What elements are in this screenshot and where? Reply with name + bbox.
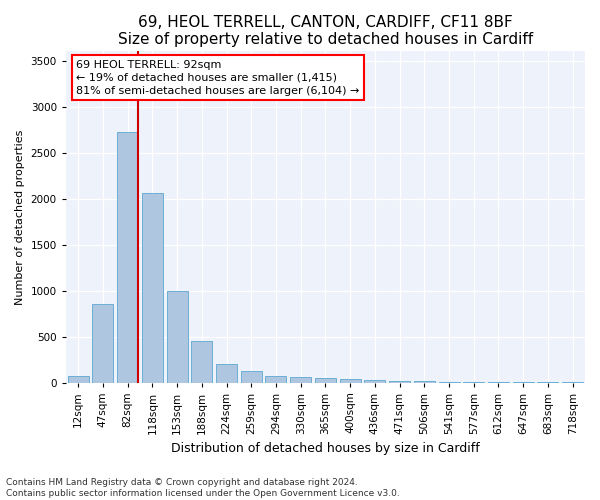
Bar (142, 193, 163, 382)
Bar (117, 132, 138, 382)
Bar (92, 304, 113, 382)
Title: 69, HEOL TERRELL, CANTON, CARDIFF, CF11 8BF
Size of property relative to detache: 69, HEOL TERRELL, CANTON, CARDIFF, CF11 … (118, 15, 533, 48)
X-axis label: Distribution of detached houses by size in Cardiff: Distribution of detached houses by size … (171, 442, 480, 455)
Bar (364, 380, 385, 382)
Bar (389, 380, 410, 382)
Bar (315, 378, 336, 382)
Bar (216, 364, 237, 382)
Bar (167, 290, 188, 382)
Bar (68, 376, 89, 382)
Bar (241, 370, 262, 382)
Bar (414, 381, 435, 382)
Bar (191, 341, 212, 382)
Bar (340, 380, 361, 382)
Text: 69 HEOL TERRELL: 92sqm
← 19% of detached houses are smaller (1,415)
81% of semi-: 69 HEOL TERRELL: 92sqm ← 19% of detached… (76, 60, 359, 96)
Bar (265, 376, 286, 382)
Bar (290, 377, 311, 382)
Text: Contains HM Land Registry data © Crown copyright and database right 2024.
Contai: Contains HM Land Registry data © Crown c… (6, 478, 400, 498)
Y-axis label: Number of detached properties: Number of detached properties (15, 129, 25, 304)
